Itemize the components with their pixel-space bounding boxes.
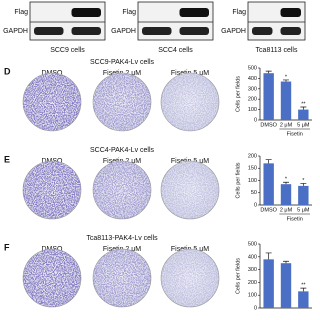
y-axis-label: Cells per fields: [235, 76, 241, 112]
y-tick-label: 0: [254, 117, 257, 123]
bar: [298, 109, 309, 120]
blot-row-label: GAPDH: [111, 28, 136, 35]
bar: [280, 81, 292, 120]
error-bar: [265, 159, 272, 164]
x-tick-label: 5 μM: [297, 207, 310, 213]
significance: *: [285, 177, 288, 183]
bar: [263, 73, 274, 120]
flag-band: [179, 8, 209, 17]
significance: *: [302, 178, 305, 184]
error-bar: [283, 79, 289, 82]
y-tick-label: 400: [248, 254, 257, 260]
bar: [280, 263, 292, 308]
gapdh-band: [280, 27, 301, 35]
panel-title: SCC9-PAK4-Lv cells: [90, 59, 155, 66]
y-axis-label: Cells per fields: [235, 258, 241, 294]
blot-row-label: GAPDH: [3, 28, 28, 35]
error-bar: [283, 181, 289, 185]
panel-letter: E: [4, 154, 10, 164]
x-tick-label: DMSO: [260, 207, 277, 213]
gapdh-band: [252, 27, 273, 35]
y-tick-label: 300: [248, 267, 257, 273]
bar: [263, 163, 274, 205]
bar: [298, 185, 309, 205]
blot-row-label: Flag: [232, 9, 246, 16]
error-bar: [300, 106, 307, 110]
y-tick-label: 200: [248, 153, 257, 159]
flag-band: [280, 8, 301, 17]
gapdh-band: [71, 27, 101, 35]
y-tick-label: 100: [248, 178, 257, 184]
colonies: [161, 249, 219, 307]
group-label: Fisetin: [287, 131, 303, 137]
error-bar: [300, 183, 307, 186]
y-tick-label: 100: [248, 107, 257, 113]
y-tick-label: 200: [248, 280, 257, 286]
group-label: Fisetin: [287, 216, 303, 222]
significance: *: [285, 74, 288, 80]
error-bar: [300, 287, 307, 292]
y-tick-label: 200: [248, 97, 257, 103]
x-tick-label: 5 μM: [297, 122, 310, 128]
gapdh-band: [142, 27, 172, 35]
y-tick-label: 500: [248, 65, 257, 71]
significance: **: [301, 283, 306, 289]
bar: [298, 291, 309, 308]
x-tick-label: 2 μM: [280, 207, 293, 213]
y-tick-label: 0: [254, 305, 257, 311]
flag-band: [71, 8, 101, 17]
gapdh-band: [34, 27, 64, 35]
y-tick-label: 100: [248, 293, 257, 299]
y-axis-label: Cells per fields: [235, 162, 241, 198]
colonies: [93, 249, 151, 307]
gapdh-band: [179, 27, 209, 35]
y-tick-label: 50: [251, 190, 257, 196]
colonies: [161, 73, 219, 131]
x-tick-label: 2 μM: [280, 122, 293, 128]
y-tick-label: 0: [254, 202, 257, 208]
blot-row-label: GAPDH: [221, 28, 246, 35]
y-tick-label: 500: [248, 241, 257, 247]
y-tick-label: 300: [248, 86, 257, 92]
colonies: [23, 249, 81, 307]
bar: [263, 259, 274, 308]
blot-caption: SCC4 cells: [158, 47, 193, 54]
error-bar: [283, 260, 289, 264]
colonies: [161, 161, 219, 219]
colonies: [93, 161, 151, 219]
error-bar: [265, 252, 272, 260]
blot-row-label: Flag: [14, 9, 28, 16]
blot-caption: Tca8113 cells: [256, 47, 298, 54]
blot-caption: SCC9 cells: [50, 47, 85, 54]
y-tick-label: 400: [248, 76, 257, 82]
blot-row-label: Flag: [122, 9, 136, 16]
panel-title: Tca8113-PAK4-Lv cells: [86, 235, 158, 242]
y-tick-label: 150: [248, 166, 257, 172]
panel-title: SCC4-PAK4-Lv cells: [90, 147, 155, 154]
error-bar: [265, 70, 272, 74]
significance: **: [301, 101, 306, 107]
panel-letter: F: [4, 242, 10, 252]
x-tick-label: DMSO: [260, 122, 277, 128]
colonies: [93, 73, 151, 131]
colonies: [23, 73, 81, 131]
panel-letter: D: [4, 66, 11, 76]
colonies: [23, 161, 81, 219]
bar: [280, 184, 292, 205]
